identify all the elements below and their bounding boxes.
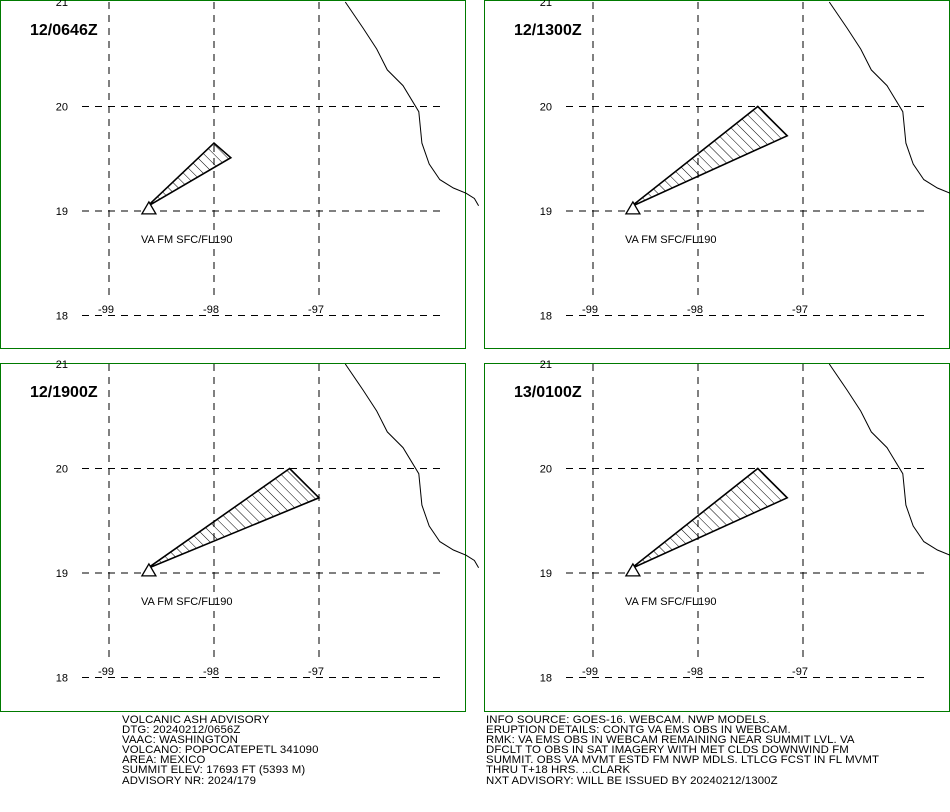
map-panel: 21 20 19 18 -99 -98 -97 12/1900Z VA FM SFC/FL190 (0, 359, 480, 712)
advisory-remarks-line: SUMMIT. OBS VA MVMT ESTD FM NWP MDLS. LT… (486, 754, 879, 767)
map-panel: 21 20 19 18 -99 -98 -97 12/1300Z VA FM SFC/FL190 (484, 0, 950, 349)
valid-time-label: 13/0100Z (514, 384, 582, 401)
advisory-remarks-line: RMK: VA EMS OBS IN WEBCAM REMAINING NEAR… (486, 734, 855, 747)
lon-tick-label: -99 (582, 304, 598, 316)
lat-tick-label: 20 (540, 102, 552, 114)
lon-tick-label: -97 (792, 666, 808, 678)
ash-cloud-polygon (146, 467, 321, 570)
va-altitude-label: VA FM SFC/FL190 (141, 234, 233, 246)
coastline (828, 363, 950, 556)
lat-tick-label: 21 (540, 359, 552, 371)
va-forecast-maps: 21 20 19 18 -99 -98 -97 12/0646Z VA FM SFC/FL190… (0, 0, 950, 712)
lat-tick-label: 19 (540, 568, 552, 580)
panel-frame (484, 0, 950, 349)
map-panel: 21 20 19 18 -99 -98 -97 12/0646Z VA FM SFC/FL190 (0, 0, 480, 349)
lat-tick-label: 21 (56, 359, 68, 371)
ash-cloud-polygon (146, 142, 233, 208)
panel-frame (484, 363, 950, 712)
lon-tick-label: -97 (308, 304, 324, 316)
valid-time-label: 12/0646Z (30, 22, 98, 39)
map-panel: 21 20 19 18 -99 -98 -97 13/0100Z VA FM SFC/FL190 (484, 359, 950, 712)
lon-tick-label: -98 (203, 666, 219, 678)
advisory-remarks-line: THRU T+18 HRS. ...CLARK (486, 764, 631, 777)
coastline (344, 1, 480, 207)
volcano-icon (624, 562, 642, 577)
lat-tick-label: 20 (56, 102, 68, 114)
lon-tick-label: -98 (687, 304, 703, 316)
panel-frame (0, 363, 466, 712)
ash-cloud-polygon (630, 467, 789, 570)
lon-tick-label: -97 (792, 304, 808, 316)
lat-tick-label: 19 (540, 206, 552, 218)
coastline (344, 363, 480, 569)
lat-tick-label: 21 (540, 0, 552, 9)
advisory-dtg: DTG: 20240212/0656Z (122, 724, 241, 737)
advisory-volcano: VOLCANO: POPOCATEPETL 341090 (122, 744, 319, 757)
coastline (828, 1, 950, 194)
volcano-icon (624, 200, 642, 215)
va-altitude-label: VA FM SFC/FL190 (141, 596, 233, 608)
ash-cloud-polygon (630, 105, 789, 208)
lat-tick-label: 19 (56, 568, 68, 580)
advisory-summit-elev: SUMMIT ELEV: 17693 FT (5393 M) (122, 764, 306, 777)
lat-tick-label: 20 (56, 464, 68, 476)
lat-tick-label: 20 (540, 464, 552, 476)
advisory-header-block: VOLCANIC ASH ADVISORY DTG: 20240212/0656… (122, 714, 319, 787)
advisory-details-block: INFO SOURCE: GOES-16. WEBCAM. NWP MODELS… (486, 714, 879, 787)
lon-tick-label: -98 (203, 304, 219, 316)
volcano-icon (140, 562, 158, 577)
advisory-info-source: INFO SOURCE: GOES-16. WEBCAM. NWP MODELS… (486, 714, 770, 726)
lat-tick-label: 18 (56, 673, 68, 685)
advisory-remarks-line: DFCLT TO OBS IN SAT IMAGERY WITH MET CLD… (486, 744, 849, 757)
volcano-icon (140, 200, 158, 215)
advisory-vaac: VAAC: WASHINGTON (122, 734, 238, 747)
lon-tick-label: -98 (687, 666, 703, 678)
lat-tick-label: 18 (56, 311, 68, 323)
lat-tick-label: 18 (540, 311, 552, 323)
valid-time-label: 12/1900Z (30, 384, 98, 401)
va-altitude-label: VA FM SFC/FL190 (625, 234, 717, 246)
lon-tick-label: -97 (308, 666, 324, 678)
advisory-eruption-details: ERUPTION DETAILS: CONTG VA EMS OBS IN WE… (486, 724, 791, 737)
lon-tick-label: -99 (98, 666, 114, 678)
va-altitude-label: VA FM SFC/FL190 (625, 596, 717, 608)
advisory-next: NXT ADVISORY: WILL BE ISSUED BY 20240212… (486, 774, 778, 787)
advisory-title: VOLCANIC ASH ADVISORY (122, 714, 270, 726)
lon-tick-label: -99 (98, 304, 114, 316)
lon-tick-label: -99 (582, 666, 598, 678)
lat-tick-label: 21 (56, 0, 68, 9)
lat-tick-label: 18 (540, 673, 552, 685)
panel-frame (0, 0, 466, 349)
advisory-number: ADVISORY NR: 2024/179 (122, 774, 257, 787)
valid-time-label: 12/1300Z (514, 22, 582, 39)
advisory-area: AREA: MEXICO (122, 754, 206, 767)
lat-tick-label: 19 (56, 206, 68, 218)
